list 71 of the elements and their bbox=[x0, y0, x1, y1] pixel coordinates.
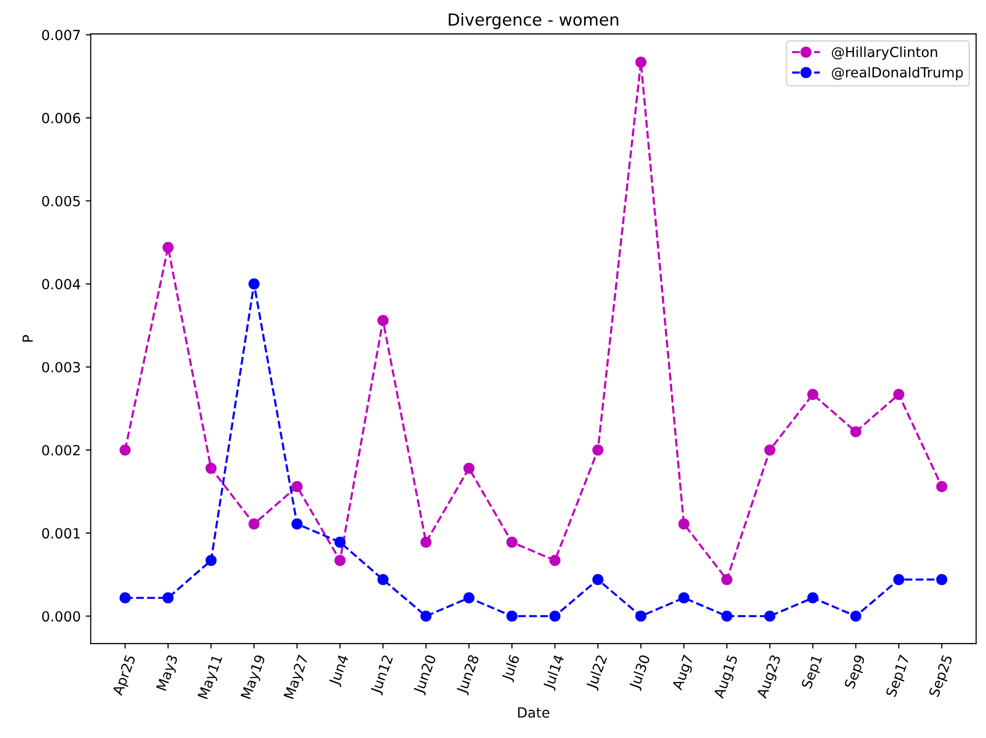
point bbox=[206, 554, 217, 566]
point bbox=[635, 610, 646, 622]
x-tick-label: Jul30 bbox=[628, 654, 653, 691]
point bbox=[420, 536, 432, 548]
point bbox=[506, 536, 518, 548]
point bbox=[506, 610, 518, 622]
y-tick-label: 0.007 bbox=[42, 30, 80, 40]
point bbox=[377, 574, 389, 586]
y-tick-label: 0.006 bbox=[42, 112, 80, 124]
point bbox=[291, 481, 303, 492]
point bbox=[162, 592, 174, 604]
x-tick-label: May27 bbox=[283, 654, 311, 700]
point bbox=[463, 462, 475, 474]
point bbox=[248, 278, 260, 290]
x-tick-label: Jun4 bbox=[328, 654, 352, 688]
x-tick-label: Jun20 bbox=[412, 654, 439, 696]
x-tick-label: Jun12 bbox=[370, 654, 396, 696]
point bbox=[678, 592, 690, 604]
y-tick-label: 0.000 bbox=[42, 611, 80, 622]
point bbox=[936, 481, 948, 492]
point bbox=[592, 574, 604, 586]
x-tick-label: Sep25 bbox=[928, 654, 956, 698]
point bbox=[463, 592, 475, 604]
point bbox=[120, 444, 131, 456]
x-tick-label: Sep9 bbox=[844, 654, 868, 690]
x-tick-label: Sep17 bbox=[886, 654, 912, 698]
point bbox=[893, 388, 904, 400]
x-tick-label: Aug23 bbox=[756, 654, 784, 700]
x-tick-label: Apr25 bbox=[112, 654, 138, 697]
x-tick-label: Jul6 bbox=[500, 654, 522, 683]
point bbox=[850, 426, 862, 438]
y-tick-label: 0.002 bbox=[42, 445, 80, 456]
y-tick-label: 0.004 bbox=[42, 278, 80, 290]
chart-title: Divergence - women bbox=[448, 12, 618, 30]
x-tick-label: Jun28 bbox=[456, 654, 482, 696]
point bbox=[334, 554, 346, 566]
point bbox=[807, 388, 818, 400]
x-tick-label: Sep1 bbox=[801, 654, 825, 690]
point bbox=[635, 56, 646, 68]
point bbox=[893, 574, 904, 586]
point bbox=[721, 574, 732, 586]
y-tick-label: 0.001 bbox=[42, 528, 80, 539]
legend-label: @HillaryClinton bbox=[832, 46, 938, 60]
point bbox=[420, 610, 432, 622]
point bbox=[334, 536, 346, 548]
x-tick-label: Aug7 bbox=[672, 654, 696, 692]
x-tick-label: Aug15 bbox=[713, 654, 740, 700]
point bbox=[807, 592, 818, 604]
x-axis-title: Date bbox=[518, 707, 550, 718]
point bbox=[549, 554, 560, 566]
point bbox=[850, 610, 862, 622]
x-tick-label: Jul22 bbox=[585, 654, 610, 691]
point bbox=[678, 518, 690, 530]
point bbox=[936, 574, 948, 586]
point bbox=[721, 610, 732, 622]
y-tick-label: 0.005 bbox=[42, 196, 80, 206]
point bbox=[592, 444, 604, 456]
y-tick-label: 0.003 bbox=[42, 362, 80, 372]
point bbox=[764, 444, 776, 456]
x-tick-label: May3 bbox=[156, 654, 180, 692]
y-axis-title: P bbox=[22, 335, 33, 342]
legend-label: @realDonaldTrump bbox=[832, 66, 963, 80]
x-tick-label: Jul14 bbox=[542, 654, 567, 691]
point bbox=[120, 592, 131, 604]
point bbox=[291, 518, 303, 530]
point bbox=[549, 610, 560, 622]
point bbox=[377, 314, 389, 326]
point bbox=[206, 462, 217, 474]
point bbox=[248, 518, 260, 530]
point bbox=[162, 242, 174, 253]
point bbox=[764, 610, 776, 622]
